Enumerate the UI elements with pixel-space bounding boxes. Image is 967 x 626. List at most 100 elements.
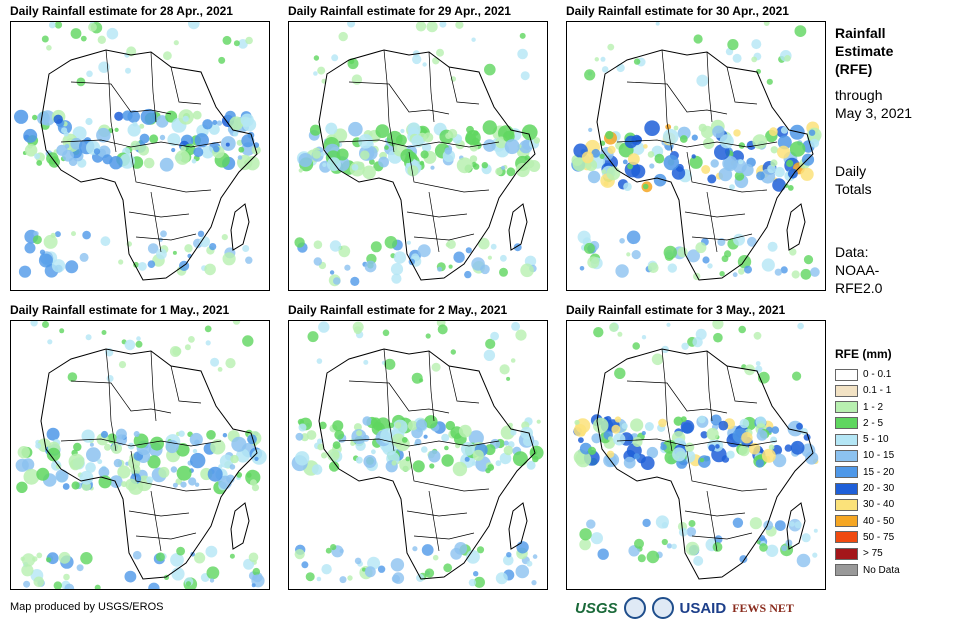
rain-cell [666, 322, 671, 327]
rain-cell [39, 249, 46, 255]
rain-cell [422, 62, 427, 67]
rain-cell [579, 266, 585, 271]
rain-cell [124, 570, 137, 583]
rain-cell [38, 253, 53, 268]
rain-cell [521, 124, 538, 141]
rain-cell [714, 535, 723, 544]
rain-cell [643, 144, 648, 149]
legend-item: 15 - 20 [835, 465, 955, 480]
rain-cell [499, 364, 510, 375]
legend-label: 20 - 30 [863, 483, 895, 495]
rain-cell [419, 160, 425, 166]
rain-cell [623, 182, 632, 191]
rain-cell [723, 158, 736, 170]
rain-cell [487, 255, 492, 260]
rain-cell [238, 146, 245, 153]
rain-cell [473, 571, 479, 577]
rain-cell [465, 130, 481, 146]
rain-cell [681, 342, 689, 350]
country-border [661, 49, 673, 153]
rain-cell [781, 545, 788, 552]
africa-outline [40, 348, 258, 580]
rain-cell [649, 163, 655, 169]
rain-cell [79, 252, 89, 262]
rain-cell [432, 554, 439, 561]
rain-cell [428, 450, 441, 463]
rain-cell [464, 456, 470, 462]
rain-cell [242, 245, 250, 252]
rain-cell [685, 541, 700, 556]
rain-cell [245, 156, 260, 171]
rain-cell [347, 22, 356, 28]
rain-cell [167, 133, 181, 147]
rain-cell [41, 35, 49, 43]
rain-cell [417, 244, 431, 258]
noaa-logo-icon [623, 597, 646, 619]
rain-cell [407, 420, 418, 431]
rain-cell [115, 428, 127, 440]
rain-cell [325, 122, 338, 135]
africa-map-svg [294, 22, 541, 287]
rain-cell [517, 48, 528, 60]
country-border [135, 233, 197, 241]
legend-swatch [835, 547, 858, 560]
country-border [661, 348, 673, 452]
rain-cell [350, 276, 360, 286]
rain-cell [322, 162, 327, 167]
rain-cell [245, 36, 253, 45]
rain-cell [787, 185, 794, 191]
rain-cell [471, 257, 485, 271]
rain-cell [662, 128, 679, 145]
rain-cell [660, 443, 667, 451]
rain-cell [301, 561, 309, 569]
rain-cell [719, 134, 734, 149]
rain-cell [24, 144, 38, 157]
rain-cell [724, 250, 732, 258]
rain-cell [575, 451, 592, 468]
rain-cell [777, 145, 790, 159]
rain-cell [237, 155, 243, 160]
country-border [150, 191, 162, 253]
rain-cell [133, 431, 140, 437]
rain-cell [500, 165, 506, 170]
rain-cell [204, 263, 216, 276]
rain-cell [400, 148, 415, 164]
panel-title: Daily Rainfall estimate for 3 May., 2021 [566, 303, 786, 317]
rain-cell [679, 135, 688, 143]
rain-cell [710, 159, 719, 168]
rain-cell [579, 538, 591, 551]
rainfall-map [566, 320, 826, 590]
rain-cell [40, 110, 56, 126]
country-border [691, 532, 753, 540]
rain-cell [770, 146, 778, 154]
rain-cell [441, 433, 450, 442]
rain-cell [175, 150, 190, 165]
rain-cell [339, 576, 347, 584]
country-border [616, 139, 778, 148]
rain-cell [419, 378, 424, 383]
rain-cell [530, 448, 538, 456]
rain-cell [147, 455, 161, 469]
rain-cell [789, 248, 797, 256]
rain-cell [333, 277, 341, 285]
rain-cell [394, 422, 402, 429]
rain-cell [356, 430, 363, 437]
rainfall-map [288, 21, 548, 291]
country-border [406, 211, 468, 218]
rain-cell [448, 264, 453, 269]
legend-rows: 0 - 0.1 0.1 - 1 1 - 2 2 - 5 5 - 10 10 - 15 15 … [835, 367, 955, 578]
rain-cell [619, 238, 625, 244]
rain-cell [113, 458, 123, 468]
rain-cell [158, 466, 170, 478]
rain-cell [769, 127, 778, 137]
legend-swatch [835, 417, 858, 430]
rain-cell [756, 171, 765, 181]
rain-cell [180, 481, 187, 488]
rain-cell [34, 153, 41, 160]
rain-cell [698, 123, 707, 132]
rain-cell [125, 67, 131, 74]
rainfall-map [10, 21, 270, 291]
rain-cell [71, 481, 80, 490]
rain-cell [369, 159, 375, 165]
rain-cell [641, 335, 647, 340]
